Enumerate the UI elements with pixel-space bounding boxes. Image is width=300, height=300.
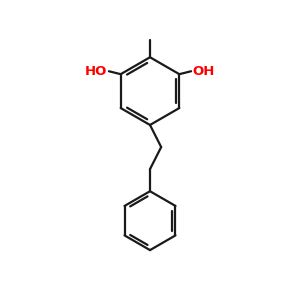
Text: HO: HO [85,65,107,78]
Text: OH: OH [193,65,215,78]
